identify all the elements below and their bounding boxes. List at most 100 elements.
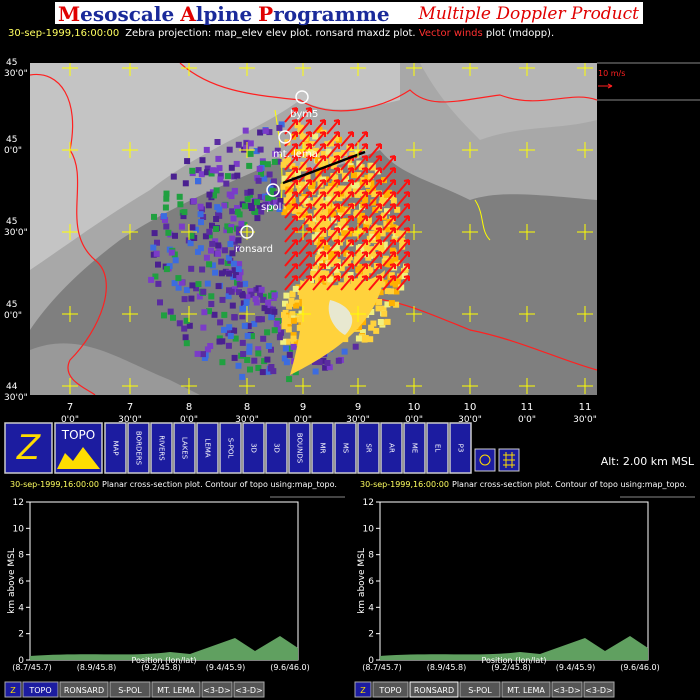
- echo: [394, 260, 401, 267]
- panel-button[interactable]: [459, 681, 501, 698]
- grid-cross: [406, 63, 422, 76]
- echo: [381, 310, 387, 317]
- toolbar-button[interactable]: [173, 422, 196, 474]
- echo: [367, 250, 374, 257]
- panel-button[interactable]: [109, 681, 151, 698]
- echo: [229, 208, 236, 215]
- echo: [358, 251, 365, 258]
- echo: [218, 258, 225, 265]
- echo: [304, 280, 311, 287]
- panel-button[interactable]: [22, 681, 59, 698]
- toolbar-button[interactable]: [54, 422, 103, 474]
- panel-button[interactable]: [551, 681, 583, 698]
- grid-cross: [239, 224, 255, 240]
- echo: [371, 278, 378, 285]
- panel-button[interactable]: [4, 681, 22, 698]
- echo: [305, 300, 312, 307]
- panel-button[interactable]: [409, 681, 459, 698]
- y-tick-label: 12: [363, 498, 374, 508]
- toolbar-button[interactable]: [265, 422, 288, 474]
- echo: [336, 206, 343, 213]
- echo: [243, 139, 250, 146]
- wind-arrow: [382, 191, 396, 207]
- echo: [330, 253, 337, 260]
- echo: [384, 208, 390, 215]
- toolbar-button[interactable]: [219, 422, 242, 474]
- lon-label: 8: [186, 402, 192, 413]
- echo: [265, 368, 272, 375]
- wind-arrow: [340, 203, 354, 219]
- toolbar-button[interactable]: [196, 422, 219, 474]
- echo: [357, 244, 364, 250]
- echo: [236, 281, 243, 288]
- panel-button[interactable]: [151, 681, 201, 698]
- echo: [270, 178, 277, 185]
- panel-button[interactable]: [583, 681, 615, 698]
- toolbar-button[interactable]: [242, 422, 265, 474]
- grid-cross: [350, 306, 366, 322]
- echo: [380, 214, 387, 221]
- echo: [268, 364, 275, 370]
- toolbar-button[interactable]: [104, 422, 127, 474]
- echo: [272, 150, 279, 157]
- echo: [270, 368, 277, 375]
- echo: [208, 170, 215, 177]
- echo: [193, 285, 200, 292]
- panel-button[interactable]: [201, 681, 233, 698]
- echo: [213, 216, 220, 222]
- y-tick-label: 12: [13, 498, 24, 508]
- echo: [359, 212, 365, 219]
- echo: [336, 136, 342, 143]
- echo: [307, 321, 314, 328]
- panel-button[interactable]: [354, 681, 372, 698]
- echo: [203, 254, 210, 261]
- echo: [225, 342, 232, 349]
- echo: [209, 189, 216, 196]
- echo: [348, 165, 355, 172]
- panel-text: Planar cross-section plot. Contour of to…: [452, 480, 687, 489]
- toolbar-button[interactable]: [426, 422, 449, 474]
- echo: [322, 293, 329, 300]
- echo: [296, 211, 303, 218]
- panel-button[interactable]: [233, 681, 265, 698]
- toolbar-button[interactable]: [449, 422, 472, 474]
- echo: [195, 281, 202, 288]
- toolbar-button[interactable]: [357, 422, 380, 474]
- grid-cross: [519, 378, 535, 394]
- panel-button[interactable]: [59, 681, 109, 698]
- echo: [328, 253, 335, 260]
- toolbar-button[interactable]: [403, 422, 426, 474]
- echo: [326, 309, 333, 316]
- echo: [303, 148, 310, 155]
- toolbar-button[interactable]: [498, 448, 520, 472]
- wind-arrow: [340, 239, 354, 255]
- toolbar-button[interactable]: [127, 422, 150, 474]
- echo: [179, 209, 186, 216]
- toolbar-button[interactable]: [4, 422, 53, 474]
- echo: [239, 201, 246, 208]
- toolbar-button[interactable]: [380, 422, 403, 474]
- echo: [341, 227, 347, 234]
- wind-arrow: [284, 275, 298, 291]
- toolbar-button[interactable]: [150, 422, 173, 474]
- panel-button[interactable]: [501, 681, 551, 698]
- panel-button[interactable]: [372, 681, 409, 698]
- echo: [319, 270, 326, 277]
- grid-cross: [122, 306, 138, 322]
- echo: [172, 257, 179, 264]
- toolbar-button[interactable]: [288, 422, 311, 474]
- echo: [354, 191, 361, 198]
- echo: [253, 286, 260, 293]
- echo: [320, 357, 327, 364]
- echo: [185, 237, 192, 244]
- echo: [329, 204, 336, 211]
- grid-cross: [62, 306, 78, 322]
- toolbar-button[interactable]: [474, 448, 496, 472]
- echo: [213, 225, 220, 232]
- echo: [346, 284, 353, 291]
- toolbar-button[interactable]: [334, 422, 357, 474]
- toolbar-button[interactable]: [311, 422, 334, 474]
- echo: [238, 220, 245, 227]
- wind-arrow: [298, 119, 312, 135]
- echo: [241, 221, 248, 228]
